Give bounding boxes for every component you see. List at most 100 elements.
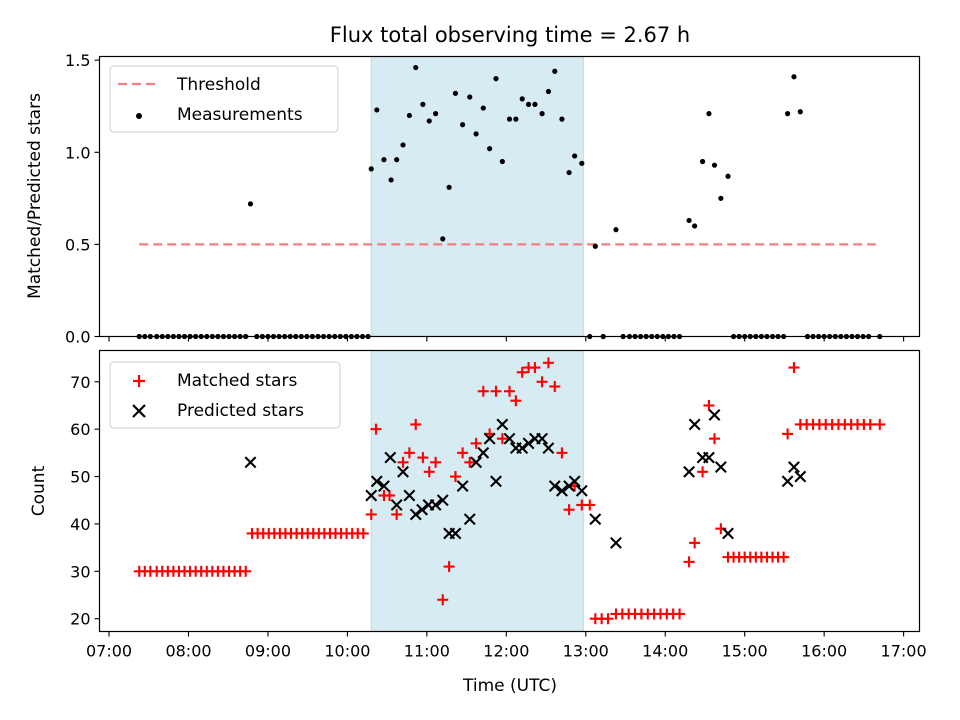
matched-star-point — [370, 423, 382, 435]
measurement-point — [433, 111, 439, 117]
measurement-point — [791, 74, 797, 80]
matched-star-point — [563, 504, 575, 516]
y-tick-label: 30 — [70, 562, 90, 581]
legend-top: Threshold Measurements — [109, 65, 339, 133]
y-tick-label: 50 — [70, 468, 90, 487]
measurement-point — [499, 158, 505, 165]
measurement-point — [725, 173, 731, 179]
matched-star-point — [410, 418, 422, 430]
predicted-star-point — [456, 480, 469, 492]
matched-star-point — [417, 452, 429, 464]
y-axis-label-top: Matched/Predicted stars — [25, 93, 45, 299]
measurement-point — [566, 169, 572, 176]
measurement-point — [413, 64, 419, 71]
measurement-point — [559, 116, 565, 122]
y-tick-label: 70 — [70, 373, 90, 392]
matched-star-point — [464, 456, 476, 468]
x-tick-label: 13:00 — [563, 642, 609, 661]
measurement-point — [525, 101, 532, 107]
measurement-point — [440, 236, 446, 242]
predicted-star-point — [542, 442, 555, 455]
predicted-star-point — [683, 465, 696, 478]
matched-star-point — [864, 418, 876, 430]
matched-star-point — [778, 551, 790, 563]
predicted-star-point — [490, 475, 502, 488]
predicted-star-points — [244, 409, 807, 549]
measurement-point — [785, 111, 791, 117]
measurement-point — [420, 101, 426, 107]
predicted-star-point — [436, 494, 449, 507]
matched-star-point — [703, 399, 715, 411]
matched-star-point — [536, 376, 548, 388]
predicted-star-point — [429, 499, 442, 511]
matched-star-point — [782, 428, 794, 440]
measurement-point — [480, 105, 486, 111]
predicted-star-point — [575, 484, 588, 497]
x-axis-label: Time (UTC) — [462, 676, 557, 696]
matched-star-point — [689, 537, 701, 549]
matched-star-point — [240, 565, 252, 577]
measurement-point — [539, 111, 545, 117]
measurement-point — [381, 157, 387, 163]
matched-star-point — [516, 366, 528, 378]
measurement-point — [388, 177, 394, 183]
predicted-star-point — [378, 480, 390, 492]
legend-threshold-label: Threshold — [176, 75, 261, 95]
measurement-point — [473, 131, 479, 137]
y-tick-label: 20 — [70, 610, 90, 629]
legend-bottom: Matched stars Predicted stars — [109, 361, 341, 429]
legend-predicted-swatch — [132, 404, 146, 418]
measurement-point — [452, 90, 459, 96]
predicted-star-point — [244, 456, 257, 469]
measurement-point — [426, 118, 432, 124]
matched-star-point — [584, 499, 596, 511]
predicted-star-point — [794, 470, 807, 483]
matched-star-point — [365, 508, 377, 520]
x-tick-label: 17:00 — [881, 642, 927, 661]
measurement-point — [467, 94, 473, 100]
measurement-point — [446, 184, 452, 190]
matched-star-point — [674, 608, 686, 620]
top-axes-frame — [98, 55, 921, 338]
predicted-star-point — [781, 475, 794, 488]
matched-star-point — [477, 385, 489, 397]
measurement-point — [406, 112, 412, 119]
shaded-region-top — [370, 56, 584, 337]
predicted-star-point — [708, 409, 721, 421]
matched-star-point — [470, 437, 482, 449]
measurement-point — [699, 158, 706, 165]
top-panel: Flux total observing time = 2.67 h 0.00.… — [25, 23, 921, 347]
matched-star-point — [542, 357, 554, 369]
measurement-point — [506, 116, 513, 122]
y-axis-label-bottom: Count — [29, 465, 49, 516]
measurement-point — [718, 195, 724, 201]
predicted-star-point — [702, 451, 715, 464]
matched-star-point — [874, 418, 886, 430]
predicted-star-point — [722, 527, 734, 540]
predicted-star-point — [503, 432, 516, 445]
predicted-star-point — [463, 513, 476, 526]
measurement-point — [460, 122, 466, 128]
measurement-point — [692, 223, 698, 229]
x-tick-label: 09:00 — [245, 642, 291, 661]
predicted-star-point — [384, 451, 397, 464]
predicted-star-point — [610, 536, 622, 549]
measurement-point — [592, 243, 598, 249]
matched-star-point — [449, 471, 461, 483]
predicted-star-point — [589, 513, 602, 526]
matched-star-point — [437, 594, 449, 606]
matched-star-point — [443, 561, 455, 573]
measurement-point — [368, 166, 374, 172]
bottom-axes-frame — [98, 349, 921, 633]
measurement-point — [532, 101, 538, 107]
x-tick-label: 08:00 — [165, 642, 211, 661]
measurement-point — [394, 157, 400, 163]
matched-star-point — [529, 362, 541, 374]
matched-star-point — [397, 456, 409, 468]
predicted-star-point — [568, 475, 581, 488]
x-tick-label: 07:00 — [86, 642, 132, 661]
x-tick-label: 10:00 — [324, 642, 370, 661]
measurement-point — [519, 96, 525, 102]
measurement-point — [400, 142, 406, 148]
